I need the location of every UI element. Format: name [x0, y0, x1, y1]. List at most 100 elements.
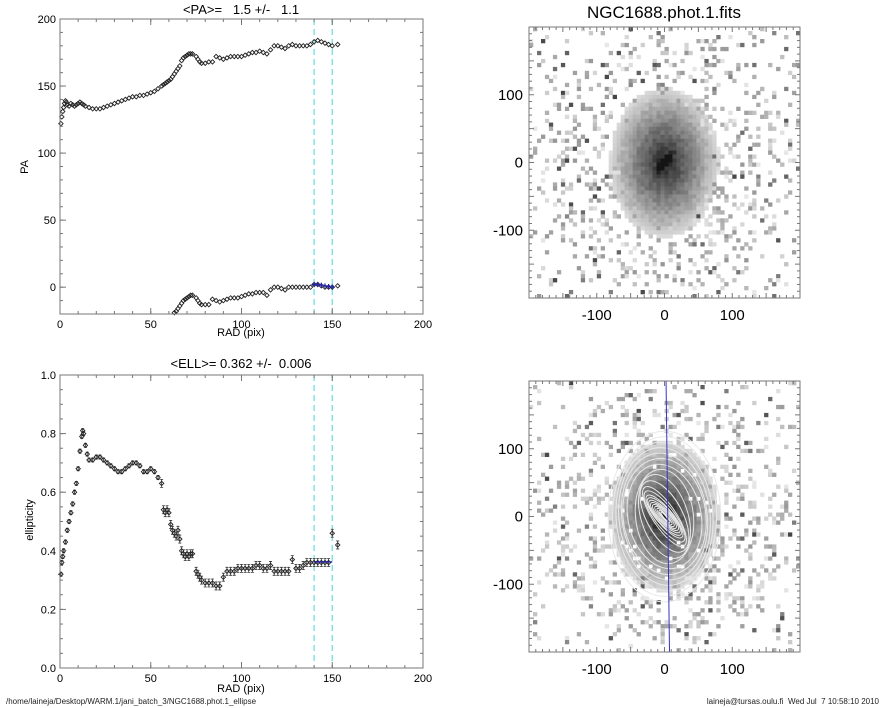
image-pixel [640, 190, 645, 195]
image-pixel [604, 114, 609, 119]
image-pixel [712, 166, 717, 171]
image-pixel [624, 166, 629, 171]
image-pixel [712, 118, 717, 123]
image-pixel [632, 552, 637, 557]
image-pixel [712, 416, 717, 422]
image-pixel [624, 198, 629, 203]
image-pixel [716, 146, 721, 151]
image-pixel [668, 520, 673, 525]
image-pixel [648, 460, 653, 465]
image-pixel [596, 126, 602, 131]
image-pixel [660, 222, 665, 227]
image-pixel [648, 396, 653, 402]
image-pixel [684, 416, 689, 422]
image-pixel [636, 102, 641, 107]
image-pixel [588, 58, 594, 64]
image-pixel [760, 218, 765, 223]
image-pixel [680, 452, 685, 457]
image-pixel [764, 214, 769, 219]
image-pixel [776, 484, 781, 489]
image-pixel [652, 106, 657, 111]
image-pixel [672, 460, 677, 465]
image-pixel [556, 270, 562, 275]
image-pixel [588, 246, 594, 251]
image-pixel [768, 230, 773, 235]
image-pixel [616, 154, 621, 159]
image-pixel [636, 440, 641, 446]
image-pixel [588, 412, 594, 418]
image-pixel [776, 416, 781, 422]
image-pixel [756, 142, 761, 147]
image-pixel [632, 190, 637, 195]
image-pixel [688, 508, 693, 513]
image-pixel [636, 186, 641, 191]
image-pixel [700, 210, 705, 215]
image-pixel [541, 238, 546, 243]
image-pixel [656, 528, 661, 533]
image-pixel [700, 516, 705, 521]
image-pixel [696, 178, 701, 183]
image-pixel [692, 194, 697, 199]
image-pixel [648, 576, 653, 581]
image-pixel [596, 186, 602, 191]
data-point [182, 53, 189, 60]
image-pixel [684, 576, 689, 581]
x-tick-label: 50 [145, 673, 157, 685]
data-point [296, 284, 303, 291]
image-pixel [572, 580, 578, 585]
data-point [97, 454, 103, 460]
image-pixel [676, 214, 681, 219]
image-pixel [636, 548, 641, 553]
image-pixel [636, 476, 641, 481]
image-pixel [608, 182, 613, 187]
image-pixel [652, 524, 657, 529]
image-pixel [640, 78, 645, 84]
image-pixel [640, 110, 645, 115]
image-pixel [696, 198, 701, 203]
image-pixel [640, 568, 645, 573]
pa-ylabel: PA [19, 159, 31, 174]
image-pixel [776, 238, 781, 243]
image-pixel [788, 640, 793, 645]
image-pixel [636, 230, 641, 235]
image-pixel [776, 274, 781, 279]
image-pixel [660, 230, 665, 235]
image-pixel [776, 198, 781, 203]
image-pixel [636, 206, 641, 211]
image-pixel [640, 114, 645, 119]
image-pixel [632, 258, 637, 263]
image-pixel [736, 544, 741, 549]
image-pixel [708, 242, 713, 247]
image-pixel [541, 190, 546, 195]
image-pixel [684, 632, 689, 637]
image-pixel [748, 31, 753, 36]
image-pixel [712, 488, 717, 493]
image-pixel [732, 596, 737, 601]
image-pixel [632, 146, 637, 151]
image-pixel [632, 198, 637, 203]
image-pixel [688, 270, 693, 275]
image-pixel [632, 78, 637, 84]
image-pixel [692, 78, 697, 84]
image-pixel [680, 222, 685, 227]
data-point [133, 460, 140, 466]
image-pixel [640, 432, 645, 438]
image-pixel [684, 186, 689, 191]
image-pixel [608, 524, 613, 529]
image-pixel [656, 444, 661, 450]
image-pixel [692, 210, 697, 215]
ellipticity-data-points [58, 427, 341, 591]
image-pixel [760, 86, 765, 92]
image-pixel [664, 544, 669, 549]
isophote-ellipse [626, 463, 703, 570]
image-pixel [704, 198, 709, 203]
image-pixel [684, 512, 689, 517]
image-pixel [640, 250, 645, 255]
image-pixel [700, 536, 705, 541]
image-pixel [588, 226, 594, 231]
image-pixel [764, 114, 769, 119]
image-pixel [784, 560, 789, 565]
image-pixel [700, 174, 705, 179]
